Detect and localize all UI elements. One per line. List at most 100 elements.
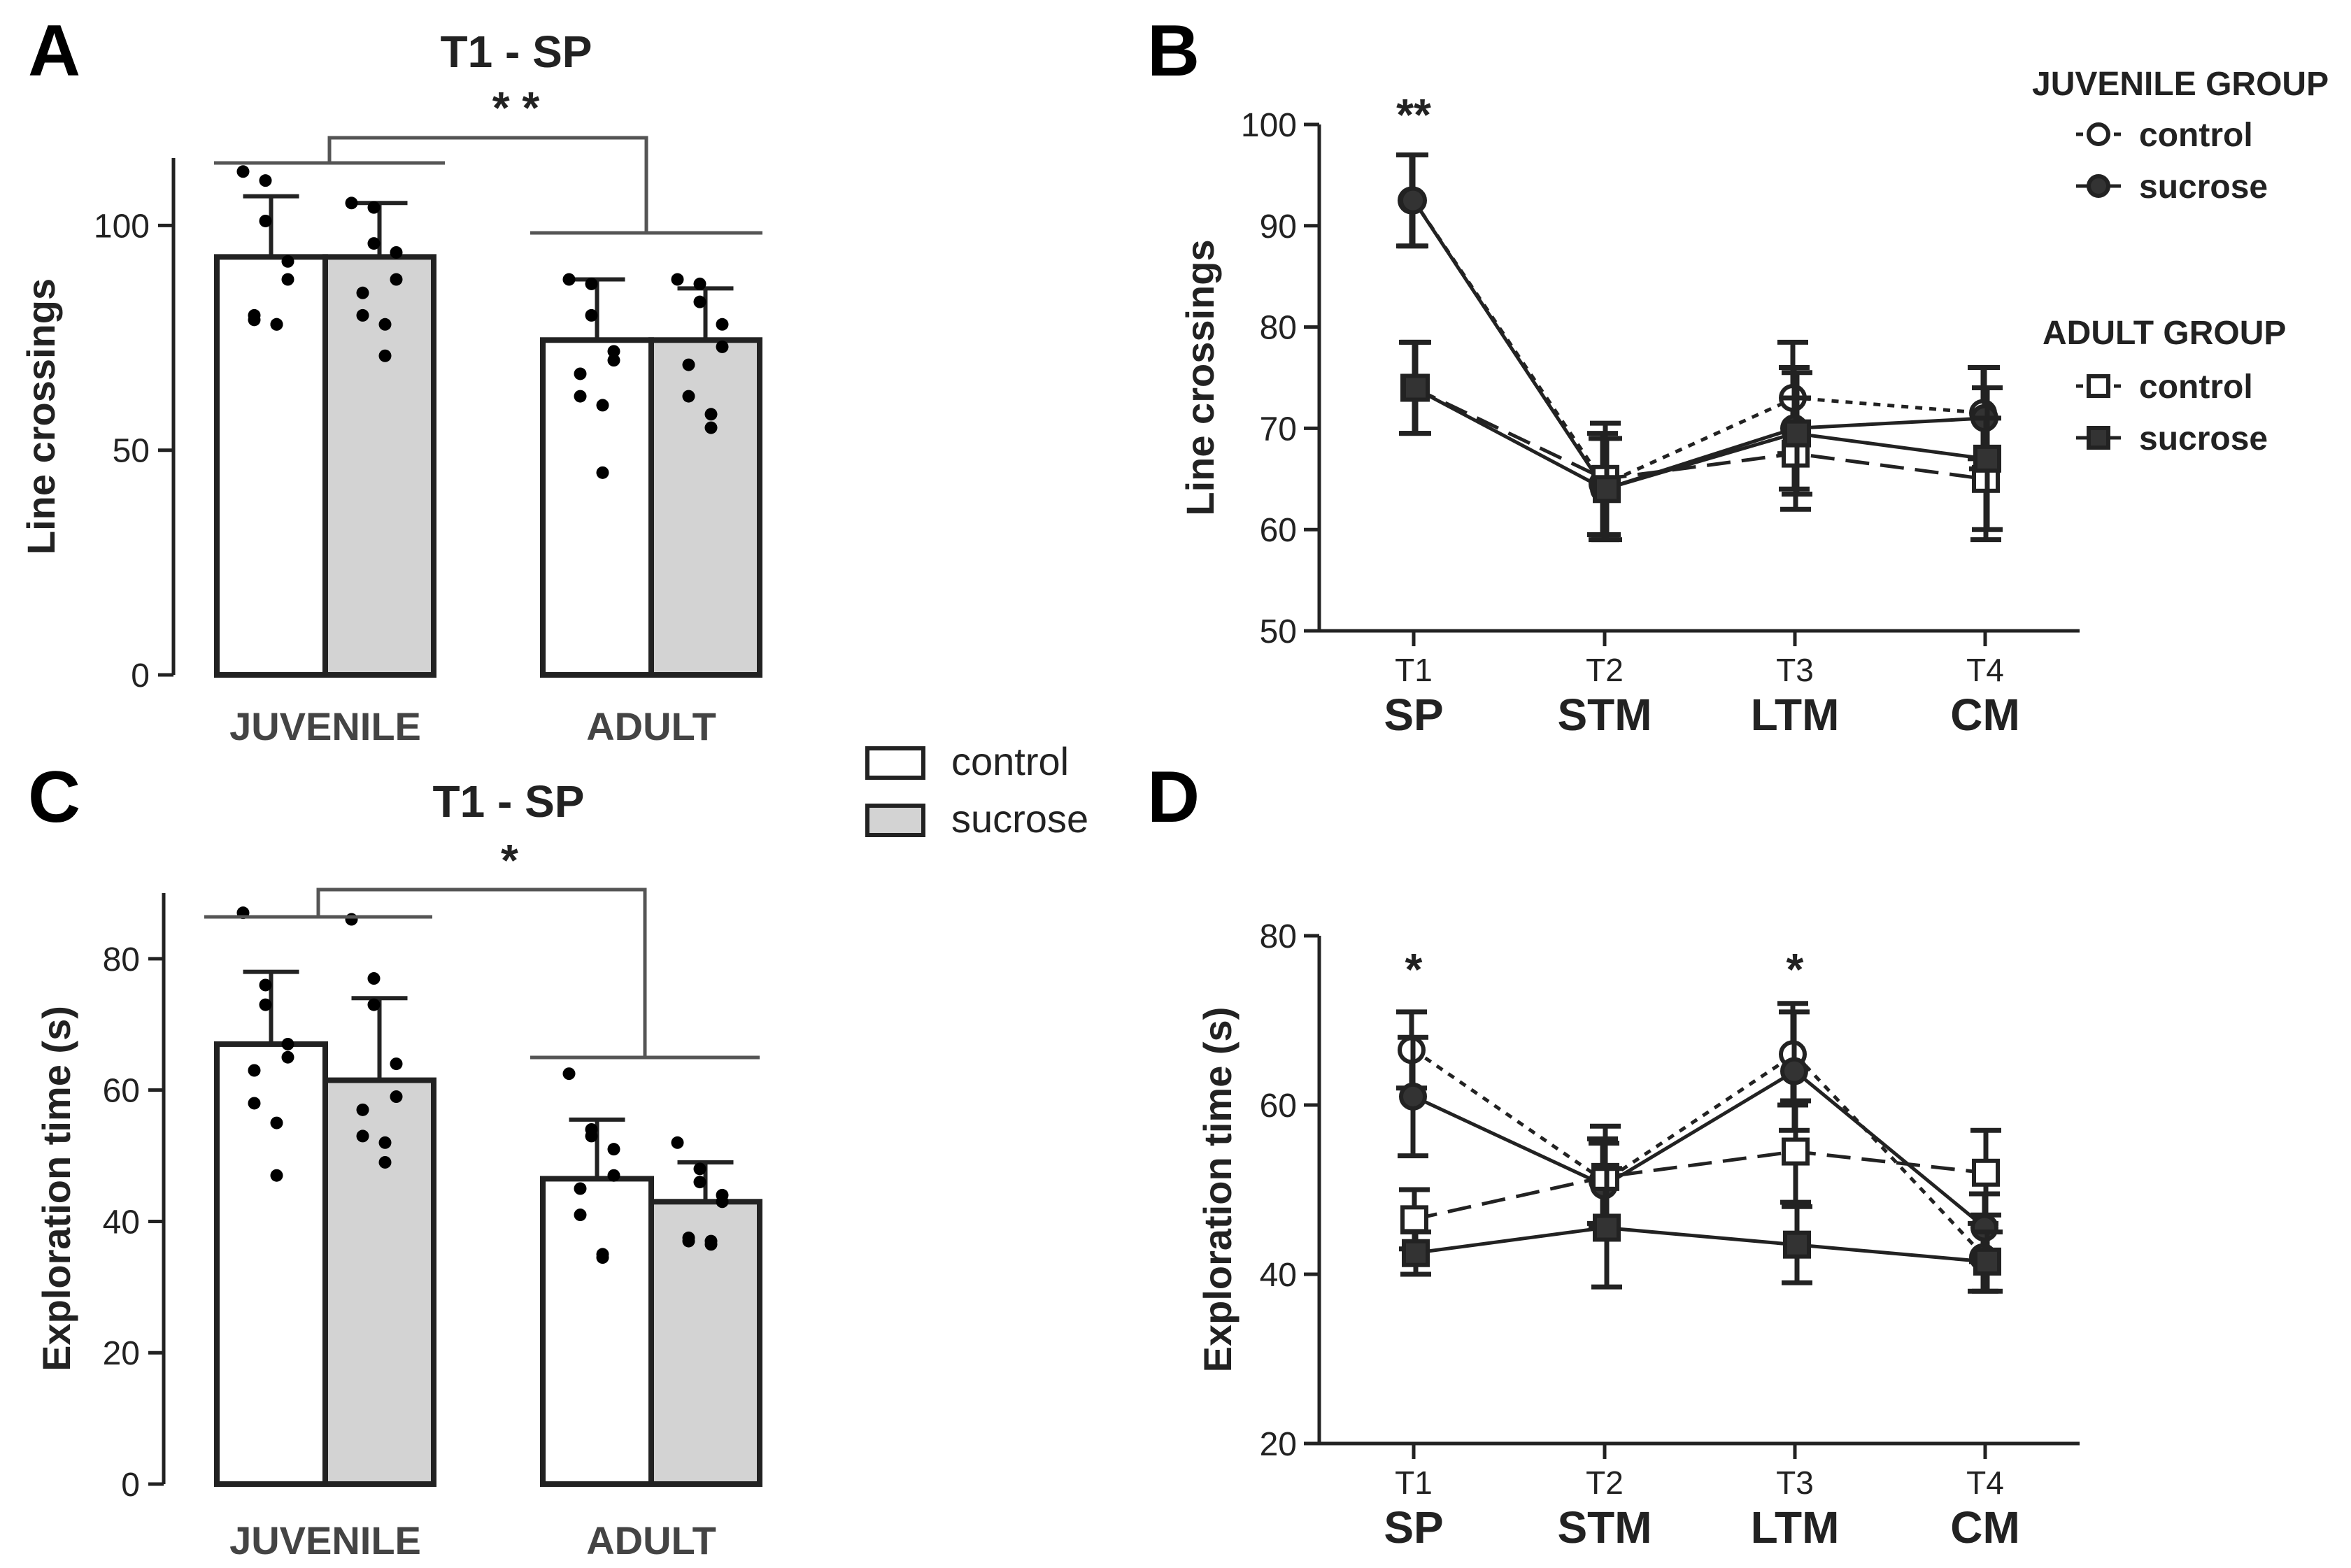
x-sublabel: LTM [1751, 690, 1840, 740]
x-tick-label: T3 [1776, 1464, 1814, 1501]
data-point [367, 998, 381, 1011]
data-point [1780, 1057, 1808, 1085]
y-axis-label: Exploration time (s) [34, 1006, 78, 1371]
data-point [281, 255, 294, 268]
data-point [248, 313, 261, 327]
data-point [607, 1143, 620, 1156]
data-point [390, 1090, 403, 1104]
bar [322, 1077, 436, 1488]
bar [540, 337, 654, 678]
legend-juvenile-sucrose: sucrose [2139, 169, 2268, 206]
panel-label-d: D [1147, 757, 1200, 838]
data-point [367, 237, 381, 250]
data-point [281, 273, 294, 286]
data-point [671, 273, 684, 286]
data-point [1973, 1247, 2001, 1276]
legend-marker [2087, 122, 2110, 146]
data-point [1972, 1158, 2000, 1187]
bar [540, 1176, 654, 1487]
chart-title: T1 - SP [433, 776, 585, 827]
significance-marker: * [1405, 944, 1423, 995]
legend-juvenile-control: control [2139, 117, 2253, 154]
data-point [704, 421, 718, 434]
legend-control-label: control [951, 739, 1069, 783]
data-point [259, 998, 272, 1011]
data-point [378, 318, 392, 331]
data-point [671, 1136, 684, 1149]
data-point [270, 1169, 283, 1182]
data-point [259, 214, 272, 227]
x-tick-label: T4 [1966, 1464, 2004, 1501]
x-sublabel: STM [1557, 1502, 1652, 1553]
data-point [248, 1097, 261, 1110]
y-tick-label: 40 [103, 1204, 140, 1241]
data-point [1400, 1205, 1428, 1234]
y-tick-label: 90 [1260, 208, 1297, 245]
data-point [259, 978, 272, 992]
category-label: ADULT [586, 1518, 716, 1562]
series-line [1412, 1048, 1987, 1259]
data-point [1399, 186, 1427, 215]
data-point [390, 273, 403, 286]
bracket-connector [316, 888, 647, 1057]
significance-marker: * * [492, 83, 540, 133]
legend-title-adult: ADULT GROUP [2043, 315, 2286, 352]
series-line [1412, 386, 1986, 481]
significance-marker: * [501, 835, 518, 885]
x-sublabel: LTM [1751, 1502, 1840, 1553]
series-line [1412, 386, 1986, 491]
y-tick-label: 50 [1260, 613, 1297, 650]
data-point [248, 1064, 261, 1077]
data-point [1399, 1082, 1427, 1111]
data-point [716, 340, 729, 353]
y-tick-label: 80 [1260, 310, 1297, 347]
data-point [1970, 1213, 1998, 1242]
legend-marker [2087, 174, 2110, 198]
data-point [281, 1037, 294, 1050]
data-point [596, 1251, 609, 1264]
data-point [716, 1195, 729, 1209]
y-tick-label: 100 [94, 208, 150, 245]
panel-a-bar-chart: T1 - SP 0 50 100 Line crossings JUVENILE ADULT… [19, 27, 762, 748]
category-label: ADULT [586, 704, 716, 748]
data-point [607, 354, 620, 367]
data-point [1783, 1230, 1811, 1259]
x-tick-label: T3 [1776, 652, 1814, 688]
series-line [1412, 199, 1986, 492]
data-point [562, 1067, 576, 1081]
data-point [345, 913, 358, 926]
y-tick-label: 100 [1241, 107, 1297, 144]
bar [648, 1199, 762, 1488]
significance-marker: * [1787, 944, 1804, 995]
data-point [390, 1057, 403, 1071]
data-point [1783, 419, 1811, 448]
data-point [607, 345, 620, 358]
y-tick-label: 0 [121, 1467, 140, 1504]
significance-marker: ** [1396, 90, 1431, 140]
data-point [607, 1169, 620, 1182]
category-label: JUVENILE [229, 704, 421, 748]
bar [322, 254, 436, 678]
bar-legend: control sucrose [865, 739, 1088, 841]
panel-label-c: C [28, 757, 80, 838]
legend-control-swatch [865, 746, 925, 780]
data-point [596, 466, 609, 479]
data-point [270, 318, 283, 331]
legend-marker [2087, 426, 2110, 450]
y-tick-label: 60 [103, 1073, 140, 1110]
data-point [1782, 1137, 1810, 1166]
data-point [704, 408, 718, 421]
data-point [596, 399, 609, 412]
series-line [1413, 1150, 1986, 1221]
x-tick-label: T1 [1395, 1464, 1433, 1501]
panel-c-bar-chart: T1 - SP 0 20 40 60 80 Exploration time (s) JUVE… [34, 776, 762, 1562]
panel-label-b: B [1147, 10, 1200, 92]
data-point [574, 367, 587, 380]
data-point [693, 295, 706, 308]
x-sublabel: CM [1950, 1502, 2020, 1553]
data-point [682, 390, 695, 403]
data-point [236, 165, 250, 178]
data-point [1402, 373, 1430, 402]
